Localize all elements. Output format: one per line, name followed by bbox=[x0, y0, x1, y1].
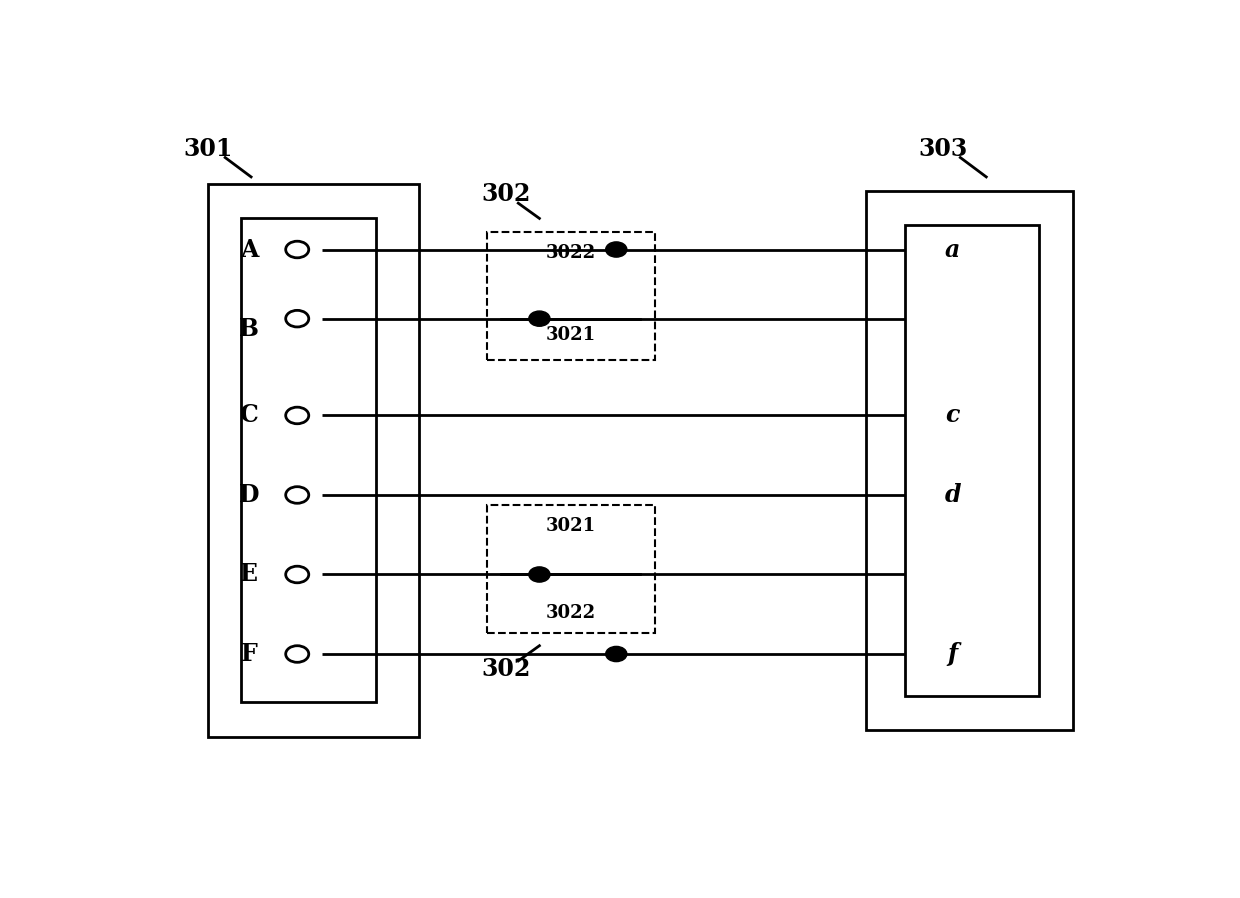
Text: 301: 301 bbox=[184, 137, 233, 162]
Text: 3021: 3021 bbox=[546, 326, 596, 344]
Text: 302: 302 bbox=[481, 657, 531, 682]
Text: C: C bbox=[239, 403, 259, 427]
Text: D: D bbox=[239, 483, 259, 507]
Text: 302: 302 bbox=[481, 182, 531, 207]
Bar bbox=[866, 190, 1073, 730]
Bar bbox=[905, 225, 1039, 695]
Text: 3022: 3022 bbox=[546, 603, 596, 621]
Circle shape bbox=[528, 311, 551, 326]
Text: d: d bbox=[945, 483, 961, 507]
Text: B: B bbox=[239, 317, 259, 341]
Bar bbox=[242, 218, 376, 702]
Bar bbox=[208, 184, 419, 737]
Text: 303: 303 bbox=[919, 137, 967, 162]
Text: 3021: 3021 bbox=[546, 517, 596, 535]
Bar bbox=[486, 506, 655, 633]
Bar bbox=[486, 233, 655, 360]
Circle shape bbox=[605, 647, 627, 662]
Text: 3022: 3022 bbox=[546, 244, 596, 262]
Text: c: c bbox=[945, 403, 960, 427]
Text: A: A bbox=[241, 237, 258, 261]
Circle shape bbox=[605, 242, 627, 257]
Text: E: E bbox=[241, 562, 258, 586]
Text: a: a bbox=[945, 237, 960, 261]
Text: f: f bbox=[947, 642, 957, 666]
Text: F: F bbox=[241, 642, 258, 666]
Circle shape bbox=[528, 567, 551, 582]
